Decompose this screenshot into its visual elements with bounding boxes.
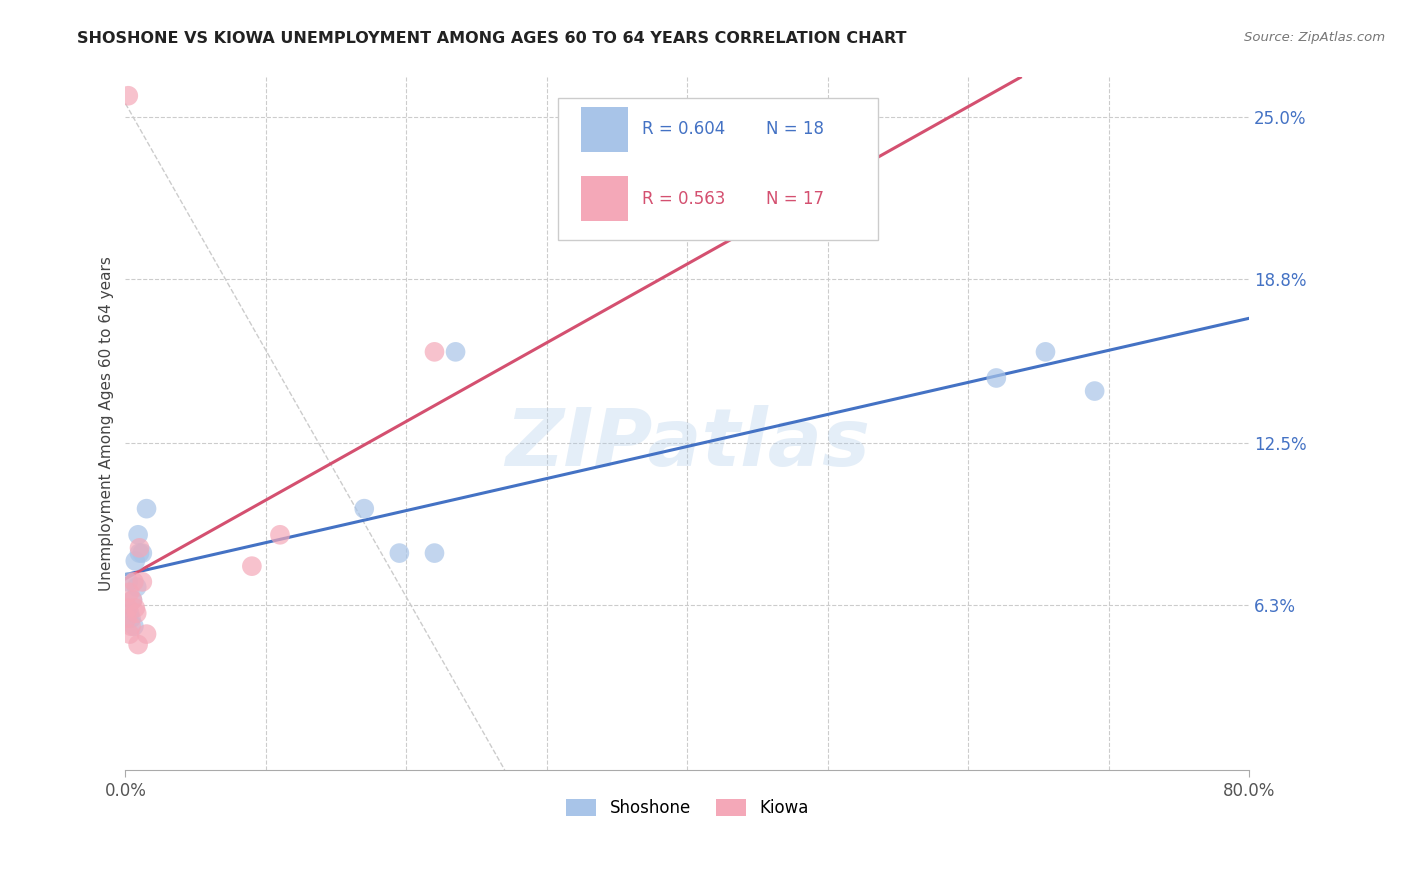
- Point: [122, 619, 145, 633]
- Point: [118, 627, 141, 641]
- Point: [124, 554, 146, 568]
- Point: [131, 546, 153, 560]
- Point: [122, 574, 145, 589]
- Text: ZIPatlas: ZIPatlas: [505, 406, 870, 483]
- Point: [117, 574, 139, 589]
- Point: [127, 528, 149, 542]
- Point: [121, 593, 143, 607]
- FancyBboxPatch shape: [558, 98, 879, 240]
- Point: [240, 559, 263, 574]
- Point: [135, 501, 157, 516]
- FancyBboxPatch shape: [581, 107, 627, 152]
- Point: [444, 344, 467, 359]
- Point: [986, 371, 1008, 385]
- Point: [121, 593, 143, 607]
- Point: [135, 627, 157, 641]
- Point: [125, 580, 148, 594]
- Point: [1084, 384, 1107, 398]
- Point: [388, 546, 411, 560]
- Point: [1035, 344, 1057, 359]
- Point: [118, 585, 141, 599]
- Legend: Shoshone, Kiowa: Shoshone, Kiowa: [560, 792, 815, 824]
- Point: [423, 344, 446, 359]
- Point: [120, 619, 142, 633]
- Text: N = 17: N = 17: [766, 190, 824, 208]
- Point: [115, 611, 138, 625]
- Text: R = 0.604: R = 0.604: [643, 120, 725, 138]
- Point: [125, 606, 148, 620]
- Point: [118, 606, 141, 620]
- Point: [128, 541, 150, 555]
- Point: [131, 574, 153, 589]
- Point: [353, 501, 375, 516]
- Text: R = 0.563: R = 0.563: [643, 190, 725, 208]
- FancyBboxPatch shape: [581, 177, 627, 221]
- Point: [117, 88, 139, 103]
- Text: SHOSHONE VS KIOWA UNEMPLOYMENT AMONG AGES 60 TO 64 YEARS CORRELATION CHART: SHOSHONE VS KIOWA UNEMPLOYMENT AMONG AGE…: [77, 31, 907, 46]
- Y-axis label: Unemployment Among Ages 60 to 64 years: Unemployment Among Ages 60 to 64 years: [100, 256, 114, 591]
- Point: [124, 601, 146, 615]
- Point: [269, 528, 291, 542]
- Point: [423, 546, 446, 560]
- Point: [117, 601, 139, 615]
- Point: [120, 611, 142, 625]
- Point: [128, 546, 150, 560]
- Point: [127, 638, 149, 652]
- Text: N = 18: N = 18: [766, 120, 824, 138]
- Text: Source: ZipAtlas.com: Source: ZipAtlas.com: [1244, 31, 1385, 45]
